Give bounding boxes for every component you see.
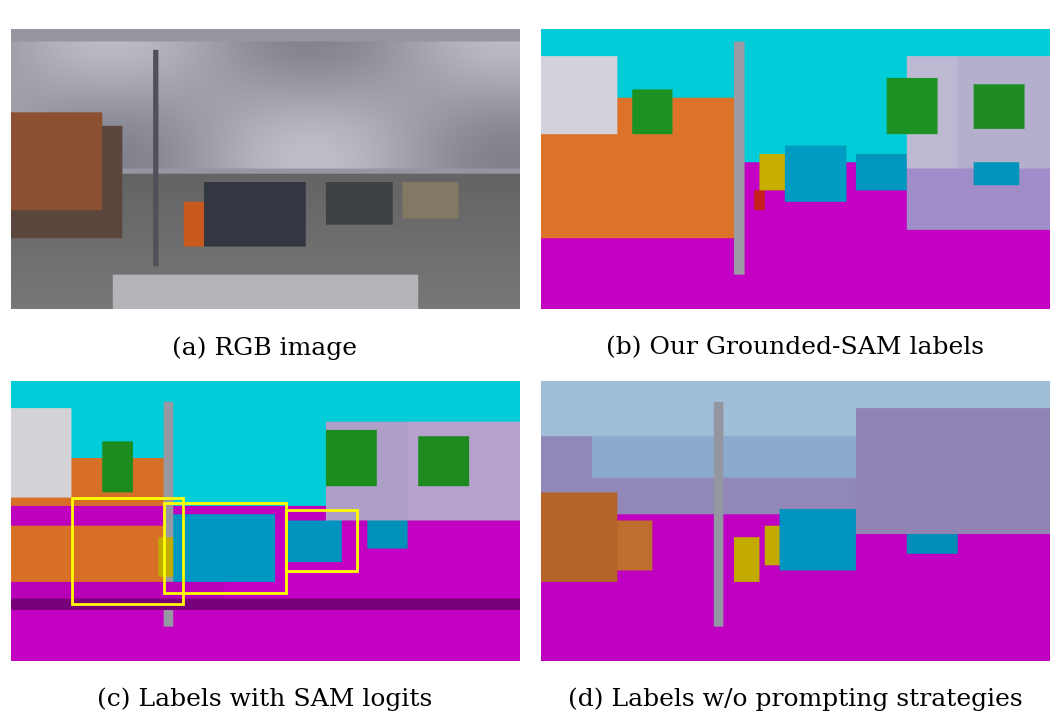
Bar [163, 503, 285, 592]
Text: (c) Labels with SAM logits: (c) Labels with SAM logits [98, 688, 432, 712]
Text: (a) RGB image: (a) RGB image [173, 336, 357, 360]
Text: (d) Labels w/o prompting strategies: (d) Labels w/o prompting strategies [568, 688, 1022, 712]
Bar [71, 498, 182, 604]
Bar [285, 510, 356, 571]
Text: (b) Our Grounded-SAM labels: (b) Our Grounded-SAM labels [606, 336, 984, 359]
